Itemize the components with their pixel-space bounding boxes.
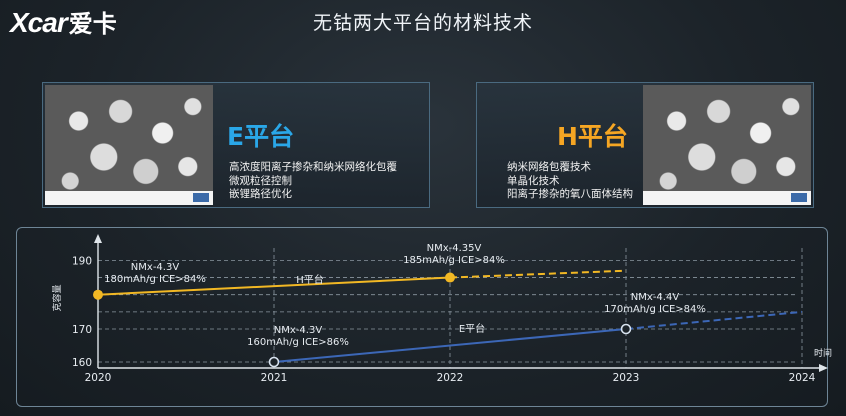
y-axis-label: 克容量: [51, 284, 63, 311]
x-axis-label: 时间: [814, 347, 832, 359]
data-point: [93, 289, 103, 300]
data-point: [268, 356, 280, 368]
series-label-h: H平台: [296, 273, 324, 286]
e-platform-features: 高浓度阳离子掺杂和纳米网络化包覆 微观粒径控制 嵌锂路径优化: [229, 161, 397, 202]
x-tick-label: 2024: [789, 372, 816, 384]
h-platform-panel: H平台 纳米网络包覆技术 单晶化技术 阳离子掺杂的氧八面体结构: [476, 82, 814, 208]
y-axis-arrow-icon: [94, 234, 102, 243]
zeiss-logo-icon: [791, 193, 807, 202]
data-label: 185mAh/g ICE>84%: [403, 255, 505, 266]
y-tick-label: 170: [72, 324, 92, 336]
feature-item: 阳离子掺杂的氧八面体结构: [507, 188, 633, 200]
e-platform-panel: E平台 高浓度阳离子掺杂和纳米网络化包覆 微观粒径控制 嵌锂路径优化: [42, 82, 430, 208]
e-sem-micrograph-image: [45, 85, 213, 205]
feature-item: 嵌锂路径优化: [229, 188, 292, 200]
data-label: 180mAh/g ICE>84%: [104, 274, 206, 285]
data-label: NMx-4.3V: [131, 262, 180, 273]
h-platform-features: 纳米网络包覆技术 单晶化技术 阳离子掺杂的氧八面体结构: [507, 161, 633, 202]
zeiss-logo-icon: [193, 193, 209, 202]
data-point: [620, 323, 632, 335]
feature-item: 高浓度阳离子掺杂和纳米网络化包覆: [229, 161, 397, 173]
y-tick-label: 160: [72, 357, 92, 369]
slide-title: 无钴两大平台的材料技术: [312, 12, 533, 34]
series-projection-line: [625, 310, 803, 330]
h-platform-title: H平台: [557, 122, 628, 151]
data-point: [445, 272, 455, 283]
data-label: NMx-4.4V: [631, 292, 680, 303]
series-label-e: E平台: [459, 322, 485, 335]
x-axis-arrow-icon: [819, 364, 828, 372]
feature-item: 纳米网络包覆技术: [507, 161, 591, 173]
feature-item: 微观粒径控制: [229, 174, 292, 187]
data-label: NMx-4.35V: [427, 243, 482, 254]
h-sem-micrograph-image: [643, 85, 811, 205]
data-label: 160mAh/g ICE>86%: [247, 337, 349, 348]
data-label: 170mAh/g ICE>84%: [604, 304, 706, 315]
x-tick-label: 2021: [261, 372, 288, 384]
x-tick-label: 2022: [437, 372, 464, 384]
series-line: [97, 276, 451, 296]
y-tick-label: 190: [72, 255, 92, 267]
feature-item: 单晶化技术: [507, 174, 560, 187]
series-line: [273, 328, 627, 363]
series-projection-line: [449, 269, 627, 279]
data-label: NMx-4.3V: [274, 325, 323, 336]
capacity-timeline-chart-frame: [16, 227, 828, 407]
x-tick-label: 2023: [613, 372, 640, 384]
e-platform-title: E平台: [227, 122, 295, 151]
x-tick-label: 2020: [85, 372, 112, 384]
xcar-logo: Xcar爱卡: [10, 7, 117, 38]
